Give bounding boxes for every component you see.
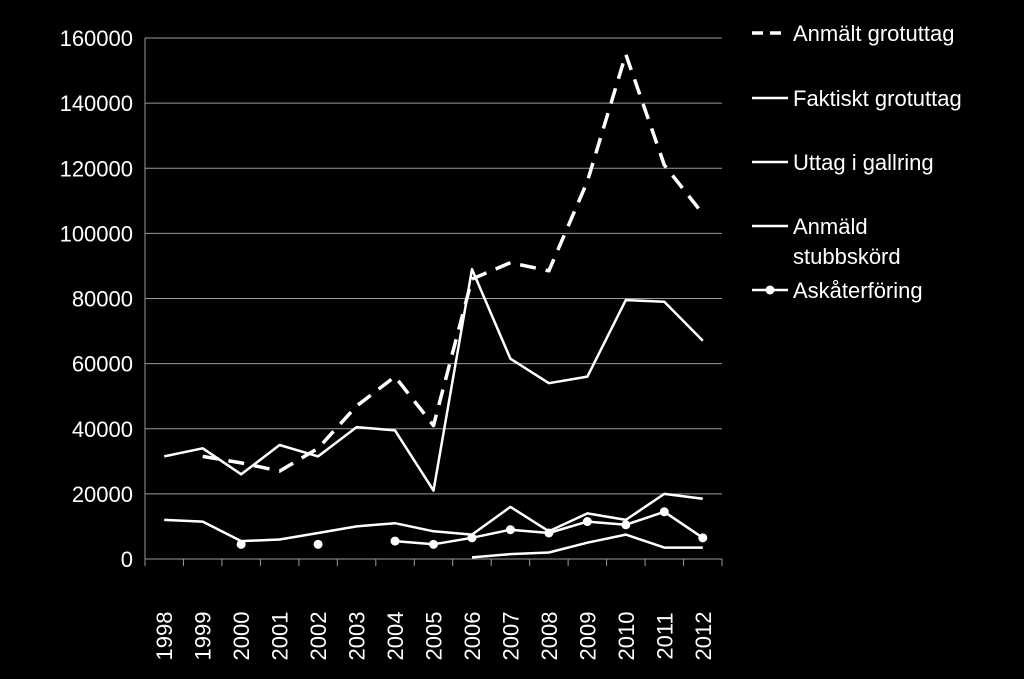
y-axis-tick-labels: 0 20000 40000 60000 80000 100000 120000 140000 1… <box>60 26 133 572</box>
series-4 <box>471 533 703 559</box>
series-line <box>471 533 703 559</box>
legend-label-line: Anmäld <box>793 214 868 239</box>
x-tick-label: 2006 <box>460 612 485 661</box>
legend-label: Anmäld stubbskörd <box>793 214 901 269</box>
series-line <box>164 492 703 543</box>
y-tick-label: 0 <box>121 547 133 572</box>
legend-label: Faktiskt grotuttag <box>793 86 962 111</box>
y-tick-label: 160000 <box>60 26 133 51</box>
series-2 <box>163 267 704 492</box>
legend-marker <box>765 285 775 295</box>
data-point <box>621 520 631 530</box>
x-tick-label: 2007 <box>498 612 523 661</box>
series-lines <box>163 52 708 559</box>
x-tick-label: 2011 <box>652 612 677 659</box>
x-tick-label: 1999 <box>191 612 216 661</box>
data-point <box>544 528 554 538</box>
x-tick-label: 2000 <box>229 612 254 661</box>
y-tick-label: 140000 <box>60 91 133 116</box>
legend-item: Faktiskt grotuttag <box>752 86 962 111</box>
series-line <box>202 52 705 473</box>
legend-label: Anmält grotuttag <box>793 21 954 46</box>
data-point <box>429 539 438 549</box>
legend-item: Askåterföring <box>752 278 923 303</box>
x-tick-label: 2005 <box>422 612 447 661</box>
data-point <box>582 517 592 527</box>
legend-label: Askåterföring <box>793 278 923 303</box>
y-tick-label: 20000 <box>72 482 133 507</box>
y-tick-label: 120000 <box>60 156 133 181</box>
legend-label-line: stubbskörd <box>793 244 901 269</box>
series-3 <box>164 492 703 543</box>
x-tick-label: 2008 <box>537 612 562 661</box>
x-tick-label: 2004 <box>383 612 408 661</box>
legend-label: Uttag i gallring <box>793 150 934 175</box>
y-tick-label: 40000 <box>72 417 133 442</box>
x-tick-label: 2003 <box>345 612 370 661</box>
data-point <box>698 533 708 543</box>
data-point <box>659 507 669 517</box>
series-line <box>394 510 704 546</box>
data-point <box>313 539 323 549</box>
data-point <box>390 536 400 546</box>
series-line <box>163 267 704 492</box>
data-point <box>505 525 515 535</box>
x-tick-label: 1998 <box>152 612 177 661</box>
y-tick-label: 100000 <box>60 221 133 246</box>
gridlines <box>145 37 722 495</box>
x-tick-label: 2012 <box>691 612 716 661</box>
data-point <box>236 539 246 549</box>
series-5 <box>236 507 708 549</box>
axes <box>144 38 723 566</box>
data-point <box>467 533 477 543</box>
legend: Anmält grotuttag Faktiskt grotuttag Uttag … <box>752 21 962 303</box>
y-tick-label: 80000 <box>72 287 133 312</box>
legend-item: Anmält grotuttag <box>752 21 954 46</box>
x-tick-label: 2001 <box>268 612 293 661</box>
series-1 <box>202 52 705 473</box>
x-tick-label: 2009 <box>575 612 600 661</box>
x-axis-tick-labels: 1998 1999 2000 2001 2002 2003 2004 2005 2006 2007… <box>152 612 716 661</box>
legend-item: Anmäld stubbskörd <box>752 214 901 269</box>
legend-item: Uttag i gallring <box>752 150 934 175</box>
x-tick-label: 2002 <box>306 612 331 661</box>
y-tick-label: 60000 <box>72 352 133 377</box>
x-tick-label: 2010 <box>614 612 639 661</box>
